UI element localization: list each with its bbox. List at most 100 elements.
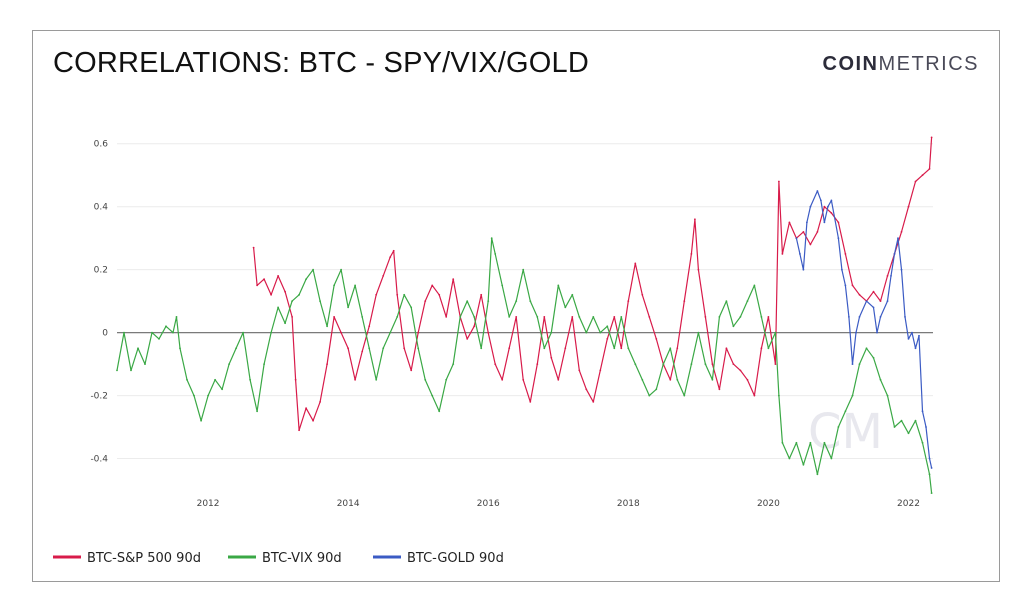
series-point-0	[326, 363, 328, 365]
series-point-1	[830, 457, 833, 460]
series-point-0	[711, 363, 714, 365]
y-tick-label: 0.6	[94, 140, 109, 150]
series-point-0	[494, 363, 497, 365]
series-point-2	[816, 190, 819, 192]
series-point-1	[655, 388, 658, 391]
series-point-0	[536, 363, 539, 365]
series-point-1	[137, 347, 139, 350]
series-point-0	[823, 205, 826, 208]
x-tick-label: 2020	[757, 499, 780, 509]
series-point-1	[291, 300, 293, 302]
series-point-0	[697, 268, 700, 271]
series-lines	[116, 136, 933, 494]
series-point-1	[172, 331, 174, 334]
series-point-1	[774, 331, 777, 334]
series-point-1	[466, 300, 469, 302]
series-point-1	[634, 363, 637, 365]
series-point-1	[340, 268, 342, 271]
series-point-0	[774, 363, 777, 365]
series-point-0	[382, 275, 385, 277]
series-point-0	[256, 284, 258, 287]
series-point-0	[284, 290, 286, 293]
series-point-0	[438, 293, 441, 296]
series-point-0	[564, 347, 567, 350]
series-point-1	[837, 426, 840, 428]
series-point-1	[613, 347, 616, 350]
series-point-1	[312, 268, 314, 271]
y-tick-label: -0.4	[90, 455, 108, 465]
series-point-0	[613, 316, 616, 318]
series-point-0	[837, 221, 840, 224]
series-point-0	[550, 356, 553, 359]
series-point-2	[827, 205, 829, 208]
series-point-0	[781, 253, 784, 255]
series-point-1	[445, 378, 448, 381]
series-point-2	[809, 205, 812, 208]
series-point-1	[760, 316, 763, 318]
legend-label-2: BTC-GOLD 90d	[407, 551, 504, 566]
series-point-2	[841, 268, 843, 271]
x-axis-ticks: 2012 2014 2016 2018 2020 2022	[197, 499, 920, 509]
series-point-0	[641, 293, 644, 296]
series-point-1	[116, 369, 118, 372]
series-point-0	[704, 316, 707, 318]
series-point-1	[536, 316, 539, 318]
series-point-1	[739, 316, 742, 318]
series-point-0	[879, 300, 882, 302]
series-point-1	[186, 378, 188, 381]
y-tick-label: 0.4	[94, 203, 109, 213]
series-point-1	[725, 300, 728, 302]
series-point-1	[823, 441, 826, 444]
series-point-0	[368, 325, 371, 328]
series-point-0	[466, 338, 469, 340]
series-point-1	[515, 300, 518, 302]
series-point-0	[452, 278, 455, 280]
series-point-1	[907, 432, 910, 435]
series-point-0	[872, 290, 875, 293]
y-tick-label: -0.2	[90, 392, 108, 402]
series-point-1	[718, 316, 721, 318]
logo-light-text: METRICS	[878, 53, 979, 75]
series-point-0	[694, 218, 696, 221]
series-point-1	[522, 268, 525, 271]
series-point-2	[844, 284, 847, 287]
series-point-1	[151, 331, 153, 334]
series-point-2	[823, 221, 826, 224]
series-point-0	[648, 316, 651, 318]
series-point-1	[529, 300, 532, 302]
series-point-0	[298, 429, 300, 432]
y-tick-label: 0.2	[94, 266, 108, 276]
series-point-0	[788, 221, 791, 224]
series-point-1	[930, 492, 933, 494]
series-point-0	[305, 407, 307, 410]
series-point-1	[858, 363, 861, 365]
y-tick-label: 0	[102, 329, 108, 339]
x-tick-label: 2014	[337, 499, 360, 509]
series-point-1	[490, 237, 493, 240]
series-point-2	[893, 253, 896, 255]
series-point-2	[851, 363, 854, 365]
series-point-2	[855, 331, 857, 334]
series-point-0	[907, 205, 910, 208]
series-point-0	[480, 293, 483, 296]
legend-label-0: BTC-S&P 500 90d	[87, 551, 201, 566]
series-point-0	[900, 231, 903, 233]
series-point-1	[592, 316, 595, 318]
series-point-1	[389, 331, 392, 334]
series-point-2	[830, 199, 833, 202]
series-point-0	[725, 347, 728, 350]
series-point-1	[641, 378, 644, 381]
series-point-2	[911, 331, 913, 334]
series-point-1	[123, 331, 125, 334]
series-point-2	[837, 237, 840, 240]
series-point-1	[914, 419, 917, 422]
series-point-1	[564, 306, 567, 309]
series-point-0	[683, 300, 686, 302]
series-point-1	[438, 410, 441, 413]
series-point-1	[879, 378, 882, 381]
series-point-0	[445, 316, 448, 318]
series-point-1	[228, 363, 231, 365]
series-point-0	[522, 378, 525, 381]
chart-frame: CORRELATIONS: BTC - SPY/VIX/GOLD COINMET…	[32, 30, 1000, 582]
series-point-0	[676, 347, 679, 350]
